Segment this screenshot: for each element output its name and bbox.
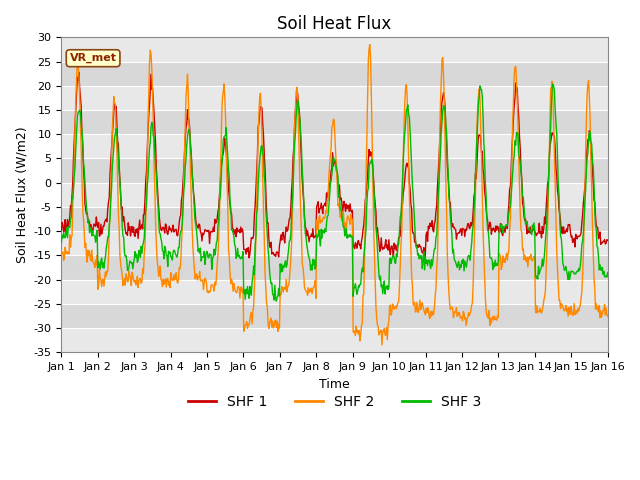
SHF 2 [208,282,216,288]
Bar [61,304,607,328]
Bar [61,231,607,255]
SHF 1 [209,228,216,234]
SHF 3 [273,298,280,304]
X-axis label: Time: Time [319,377,350,391]
Bar [61,183,607,207]
Bar [61,61,607,86]
SHF 2 [366,42,374,48]
SHF 3 [604,270,611,276]
SHF 3 [402,120,410,126]
SHF 1 [604,237,611,243]
SHF 1 [402,167,410,173]
SHF 1 [418,248,426,253]
SHF 2 [67,235,75,240]
Bar [61,207,607,231]
Line: SHF 3: SHF 3 [61,84,607,301]
Bar [61,110,607,134]
Bar [61,37,607,61]
Title: Soil Heat Flux: Soil Heat Flux [277,15,392,33]
SHF 2 [378,342,386,348]
SHF 3 [58,240,65,245]
Bar [61,158,607,183]
SHF 2 [419,300,426,306]
Bar [61,328,607,352]
SHF 3 [549,81,557,87]
Bar [61,134,607,158]
SHF 3 [418,253,426,259]
Y-axis label: Soil Heat Flux (W/m2): Soil Heat Flux (W/m2) [15,126,28,263]
Bar [61,86,607,110]
SHF 1 [180,168,188,173]
SHF 2 [604,313,611,319]
Text: VR_met: VR_met [70,53,116,63]
SHF 2 [179,206,187,212]
SHF 3 [124,267,131,273]
SHF 1 [58,228,65,233]
SHF 2 [58,249,65,254]
SHF 3 [67,214,75,220]
Line: SHF 1: SHF 1 [61,72,607,260]
SHF 1 [75,70,83,75]
SHF 3 [179,207,187,213]
SHF 2 [403,82,410,87]
Bar [61,279,607,304]
SHF 1 [420,257,428,263]
SHF 3 [208,266,216,272]
Bar [61,255,607,279]
SHF 1 [124,220,132,226]
Line: SHF 2: SHF 2 [61,45,607,345]
Legend: SHF 1, SHF 2, SHF 3: SHF 1, SHF 2, SHF 3 [182,389,486,415]
SHF 2 [124,279,131,285]
SHF 1 [67,203,75,209]
